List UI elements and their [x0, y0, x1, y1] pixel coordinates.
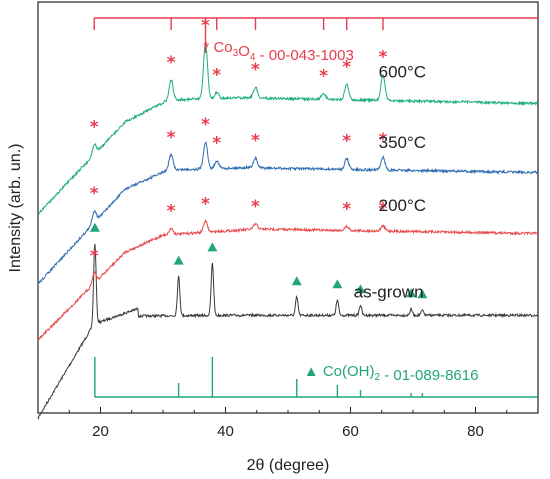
- star-marker: *: [379, 199, 388, 219]
- star-marker: *: [342, 58, 351, 78]
- star-marker: *: [167, 128, 176, 148]
- triangle-marker: [173, 255, 184, 265]
- star-marker: *: [90, 184, 99, 204]
- star-marker: *: [379, 47, 388, 67]
- x-tick-label: 40: [217, 423, 234, 440]
- star-marker: *: [212, 133, 221, 153]
- star-marker: *: [90, 118, 99, 138]
- star-marker: *: [251, 131, 260, 151]
- star-marker: *: [251, 60, 260, 80]
- triangle-marker: [406, 288, 417, 298]
- x-tick-label: 60: [342, 423, 359, 440]
- series-label-c350: 350°C: [379, 133, 426, 152]
- star-marker: *: [201, 115, 210, 135]
- co3o4-ref-label: * Co3O4 - 00-043-1003: [203, 39, 353, 64]
- star-marker: *: [251, 197, 260, 217]
- triangle-marker: [417, 289, 428, 299]
- series-label-c200: 200°C: [379, 196, 426, 215]
- triangle-marker: [207, 242, 218, 252]
- series-line-c200: [37, 219, 539, 342]
- reference-patterns-layer: * Co3O4 - 00-043-1003 ▲ Co(OH)2 - 01-089-…: [93, 17, 538, 398]
- series-line-c600: [37, 42, 539, 215]
- peak-markers-layer: ** * * * ***** * * ***** * * **: [89, 16, 428, 299]
- star-marker: *: [201, 194, 210, 214]
- series-label-c600: 600°C: [379, 62, 426, 81]
- triangle-marker: [355, 284, 366, 294]
- star-marker: *: [319, 66, 328, 86]
- triangle-marker: [332, 279, 343, 289]
- star-marker: *: [342, 199, 351, 219]
- series-labels-layer: as-grown 200°C 350°C 600°C: [354, 62, 426, 301]
- x-tick-label: 80: [467, 423, 484, 440]
- star-marker: *: [379, 130, 388, 150]
- x-axis-ticks: 20 40 60 80: [37, 407, 539, 440]
- series-line-as_grown: [37, 243, 539, 420]
- series-line-c350: [37, 140, 539, 286]
- x-tick-label: 20: [92, 423, 109, 440]
- curves-layer: [37, 42, 539, 420]
- triangle-marker: [89, 222, 100, 232]
- x-axis-title: 2θ (degree): [247, 457, 330, 474]
- star-marker: *: [167, 53, 176, 73]
- star-marker: *: [342, 131, 351, 151]
- series-label-as_grown: as-grown: [354, 282, 424, 301]
- cooh-ref-label: ▲ Co(OH)2 - 01-089-8616: [304, 363, 479, 384]
- star-marker: *: [201, 16, 210, 36]
- star-marker: *: [90, 246, 99, 266]
- star-marker: *: [167, 201, 176, 221]
- star-marker: *: [212, 65, 221, 85]
- y-axis-title: Intensity (arb. un.): [7, 144, 24, 273]
- triangle-marker: [291, 276, 302, 286]
